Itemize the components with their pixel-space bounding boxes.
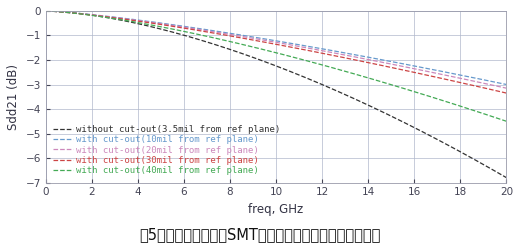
with cut-out(20mil from ref plane) — [492, 84, 499, 87]
with cut-out(30mil from ref plane) — [317, 51, 323, 54]
X-axis label: freq, GHz: freq, GHz — [249, 203, 304, 216]
without cut-out(3.5mil from ref plane) — [292, 72, 298, 75]
with cut-out(10mil from ref plane) — [264, 38, 270, 41]
with cut-out(10mil from ref plane) — [262, 37, 268, 40]
with cut-out(30mil from ref plane) — [43, 10, 49, 12]
with cut-out(40mil from ref plane) — [43, 10, 49, 12]
with cut-out(20mil from ref plane) — [264, 39, 270, 42]
with cut-out(20mil from ref plane) — [43, 10, 49, 12]
without cut-out(3.5mil from ref plane) — [492, 170, 499, 173]
Line: with cut-out(20mil from ref plane): with cut-out(20mil from ref plane) — [46, 11, 506, 88]
with cut-out(20mil from ref plane) — [420, 69, 426, 72]
with cut-out(40mil from ref plane) — [420, 93, 426, 96]
without cut-out(3.5mil from ref plane) — [317, 82, 323, 85]
with cut-out(10mil from ref plane) — [492, 81, 499, 84]
with cut-out(20mil from ref plane) — [503, 87, 510, 90]
with cut-out(30mil from ref plane) — [503, 92, 510, 95]
with cut-out(30mil from ref plane) — [292, 47, 298, 49]
with cut-out(20mil from ref plane) — [262, 39, 268, 42]
without cut-out(3.5mil from ref plane) — [420, 131, 426, 134]
with cut-out(30mil from ref plane) — [264, 41, 270, 44]
without cut-out(3.5mil from ref plane) — [262, 60, 268, 63]
with cut-out(40mil from ref plane) — [262, 48, 268, 51]
with cut-out(10mil from ref plane) — [317, 47, 323, 50]
without cut-out(3.5mil from ref plane) — [264, 61, 270, 64]
Line: with cut-out(10mil from ref plane): with cut-out(10mil from ref plane) — [46, 11, 506, 85]
Y-axis label: Sdd21 (dB): Sdd21 (dB) — [7, 64, 20, 130]
with cut-out(40mil from ref plane) — [503, 120, 510, 123]
Line: with cut-out(40mil from ref plane): with cut-out(40mil from ref plane) — [46, 11, 506, 121]
with cut-out(40mil from ref plane) — [317, 63, 323, 66]
with cut-out(10mil from ref plane) — [43, 10, 49, 12]
with cut-out(10mil from ref plane) — [503, 83, 510, 86]
with cut-out(20mil from ref plane) — [292, 44, 298, 47]
with cut-out(30mil from ref plane) — [262, 41, 268, 44]
with cut-out(10mil from ref plane) — [420, 66, 426, 69]
Text: 图5：交流耦合电容的SMT焊盘效应：仿真得到的插损图。: 图5：交流耦合电容的SMT焊盘效应：仿真得到的插损图。 — [139, 228, 381, 243]
with cut-out(30mil from ref plane) — [492, 89, 499, 92]
with cut-out(40mil from ref plane) — [292, 56, 298, 59]
Line: with cut-out(30mil from ref plane): with cut-out(30mil from ref plane) — [46, 11, 506, 93]
without cut-out(3.5mil from ref plane) — [43, 10, 49, 12]
without cut-out(3.5mil from ref plane) — [503, 176, 510, 179]
with cut-out(10mil from ref plane) — [292, 43, 298, 46]
Legend: without cut-out(3.5mil from ref plane), with cut-out(10mil from ref plane), with: without cut-out(3.5mil from ref plane), … — [50, 122, 283, 178]
with cut-out(40mil from ref plane) — [264, 49, 270, 52]
with cut-out(20mil from ref plane) — [317, 49, 323, 52]
with cut-out(40mil from ref plane) — [492, 116, 499, 119]
Line: without cut-out(3.5mil from ref plane): without cut-out(3.5mil from ref plane) — [46, 11, 506, 178]
with cut-out(30mil from ref plane) — [420, 73, 426, 76]
